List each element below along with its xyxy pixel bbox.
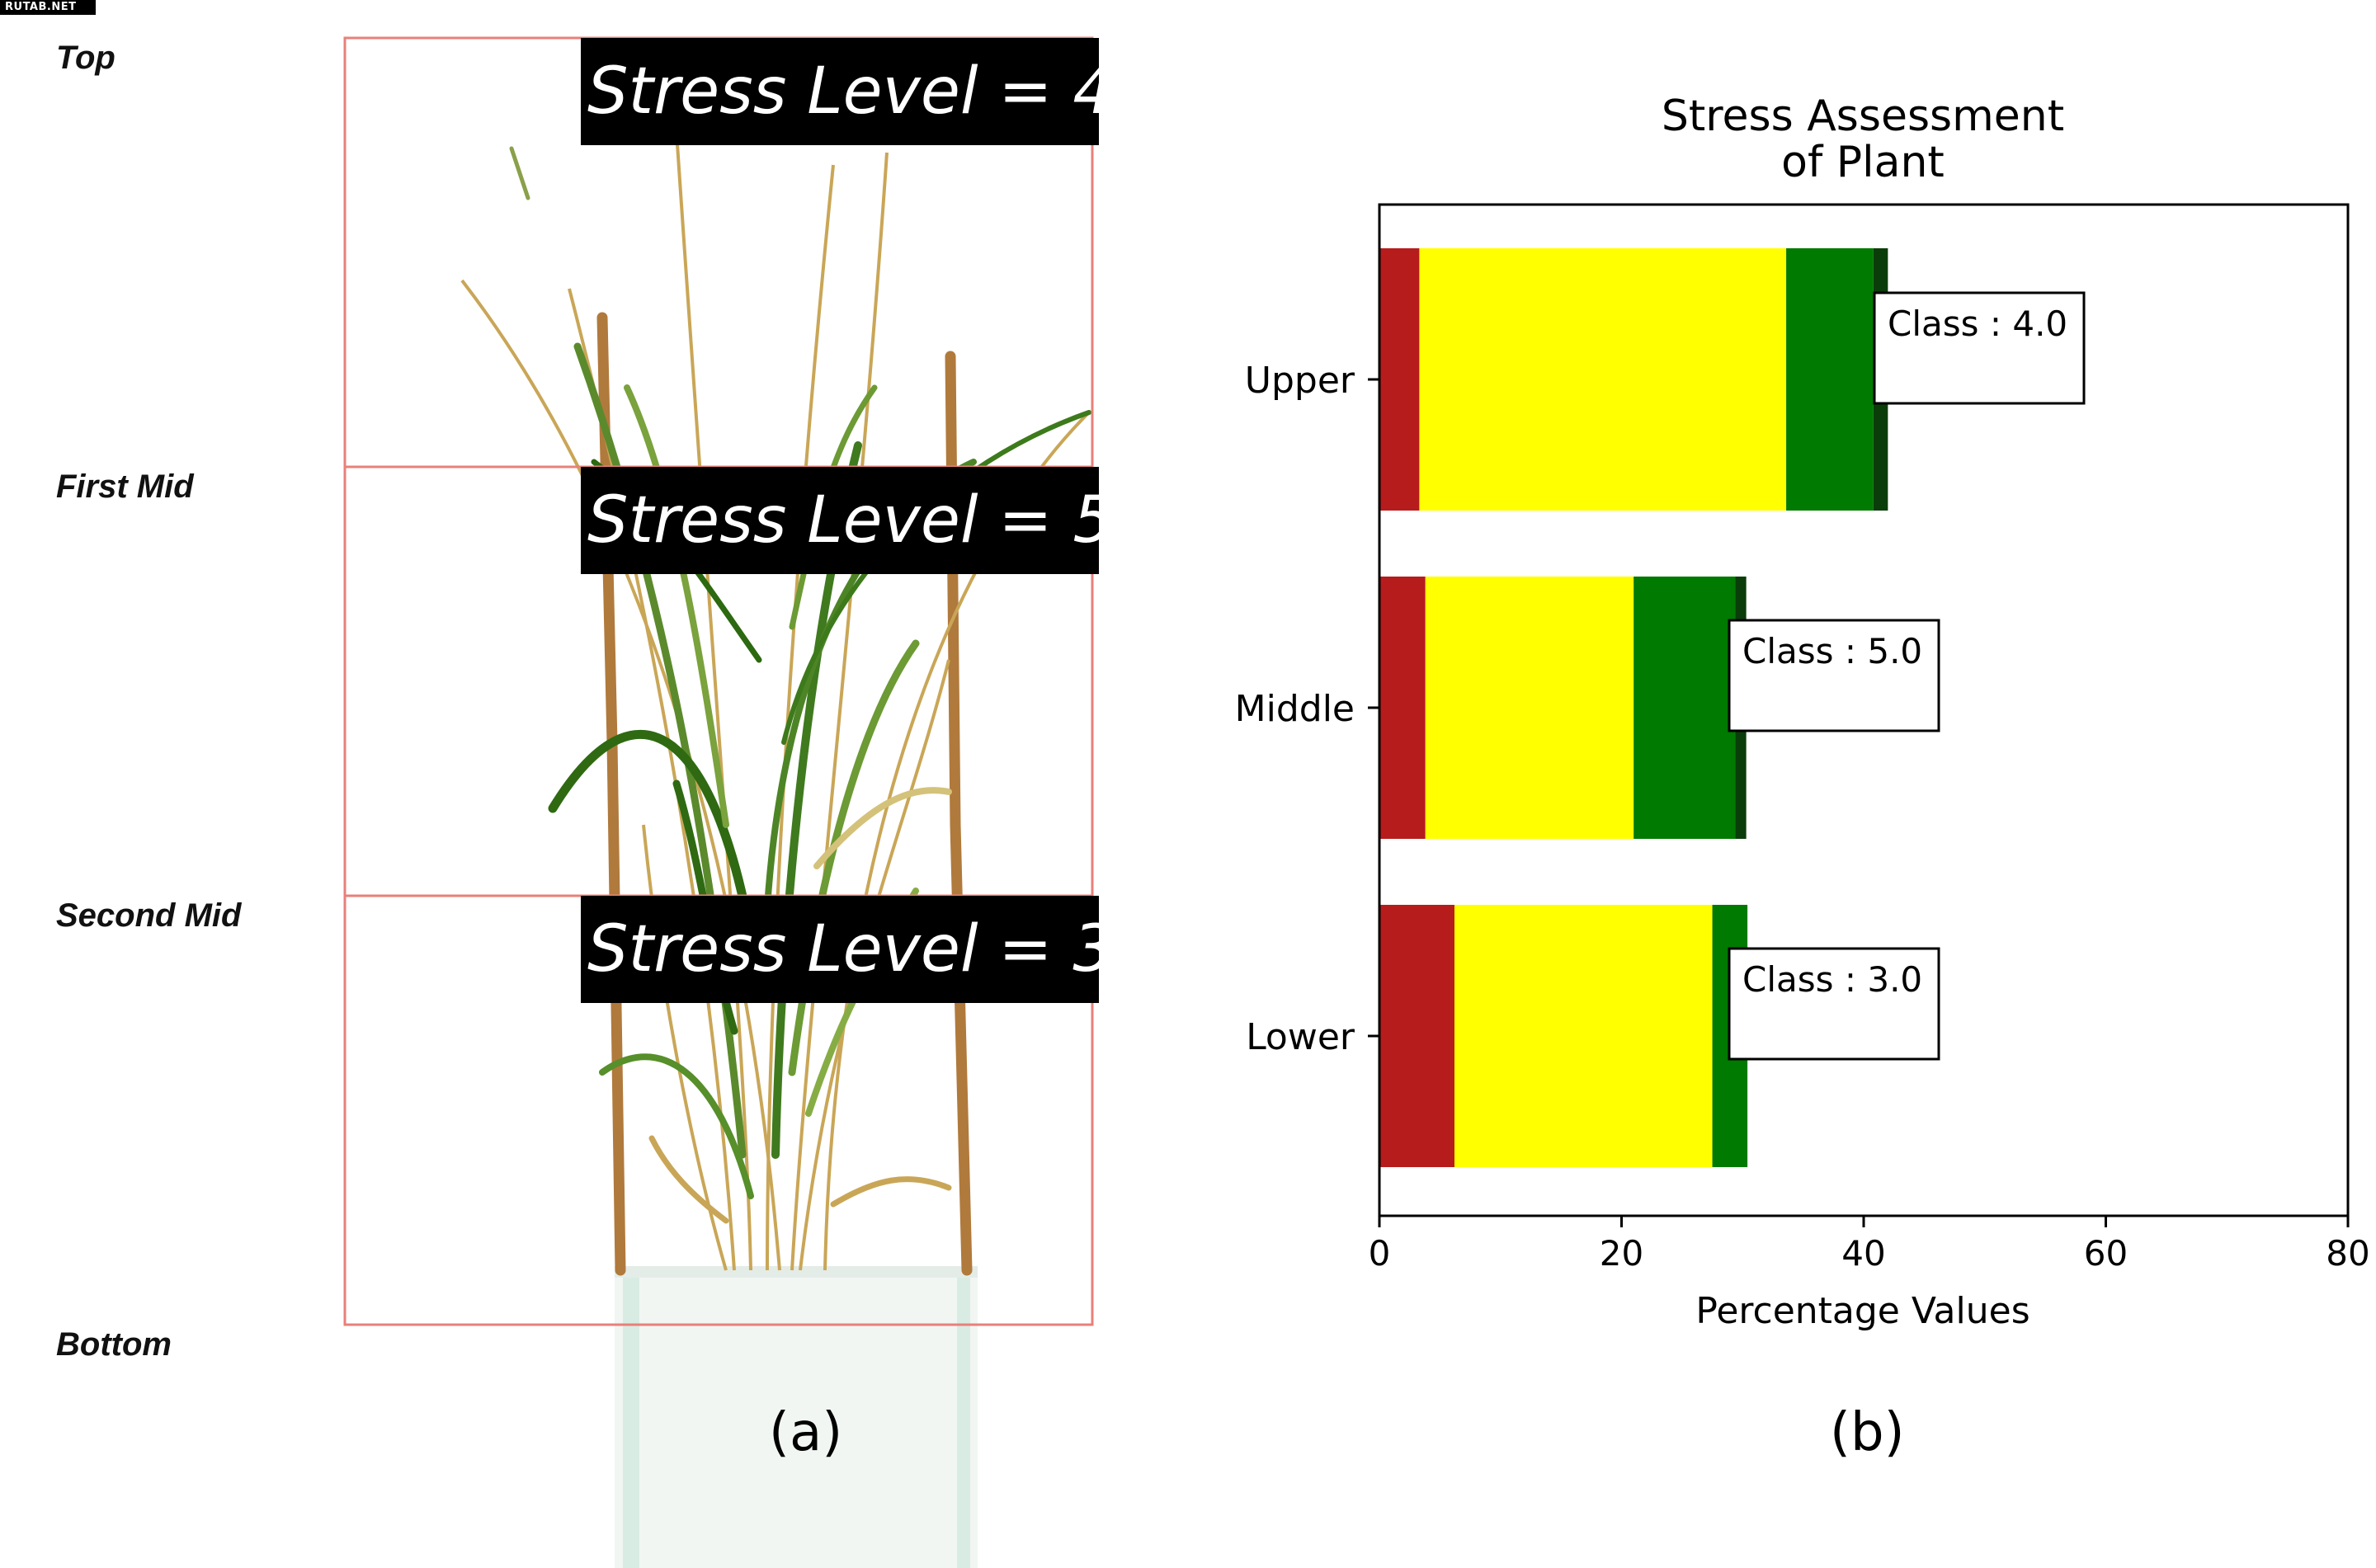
bar-middle-segment-2 xyxy=(1425,577,1634,839)
bar-middle-segment-1 xyxy=(1379,577,1426,839)
y-tick-label-lower: Lower xyxy=(1246,1016,1355,1058)
bar-lower-segment-2 xyxy=(1454,905,1713,1167)
stress-level-label-second-mid: Stress Level = 3. xyxy=(581,896,1099,1003)
row-label-first-mid: First Mid xyxy=(56,469,194,505)
x-tick-label-60: 60 xyxy=(2084,1233,2128,1274)
chart-title-line-1: Stress Assessment xyxy=(1662,92,2064,141)
y-tick-label-upper: Upper xyxy=(1245,360,1355,402)
bar-upper-segment-3 xyxy=(1786,248,1874,511)
bar-lower-segment-1 xyxy=(1379,905,1454,1167)
row-label-bottom: Bottom xyxy=(56,1326,172,1363)
svg-text:Class : 4.0: Class : 4.0 xyxy=(1888,304,2067,344)
chart-title-line-2: of Plant xyxy=(1781,138,1945,187)
class-annotation-middle: Class : 5.0 xyxy=(1728,619,1940,732)
watermark: RUTAB.NET xyxy=(0,0,96,15)
bar-middle-segment-3 xyxy=(1634,577,1736,839)
x-axis-label: Percentage Values xyxy=(1695,1290,2030,1332)
svg-text:Class : 3.0: Class : 3.0 xyxy=(1742,959,1922,1000)
bar-upper-segment-2 xyxy=(1419,248,1787,511)
panel-label-a: (a) xyxy=(769,1402,843,1463)
stress-level-label-top: Stress Level = 4. xyxy=(581,38,1099,145)
row-label-top: Top xyxy=(56,40,116,76)
x-tick-label-80: 80 xyxy=(2326,1233,2369,1274)
bar-upper-segment-1 xyxy=(1379,248,1420,511)
class-annotation-lower: Class : 3.0 xyxy=(1728,947,1940,1061)
x-tick-label-0: 0 xyxy=(1369,1233,1391,1274)
x-tick-label-20: 20 xyxy=(1600,1233,1643,1274)
x-tick-label-40: 40 xyxy=(1841,1233,1885,1274)
panel-label-b: (b) xyxy=(1830,1402,1905,1463)
svg-text:Class : 5.0: Class : 5.0 xyxy=(1742,631,1922,671)
stress-level-label-first-mid: Stress Level = 5. xyxy=(581,467,1099,574)
row-label-second-mid: Second Mid xyxy=(56,897,242,934)
plant-pot xyxy=(615,1266,978,1568)
y-tick-label-middle: Middle xyxy=(1235,688,1355,730)
class-annotation-upper: Class : 4.0 xyxy=(1873,291,2086,405)
